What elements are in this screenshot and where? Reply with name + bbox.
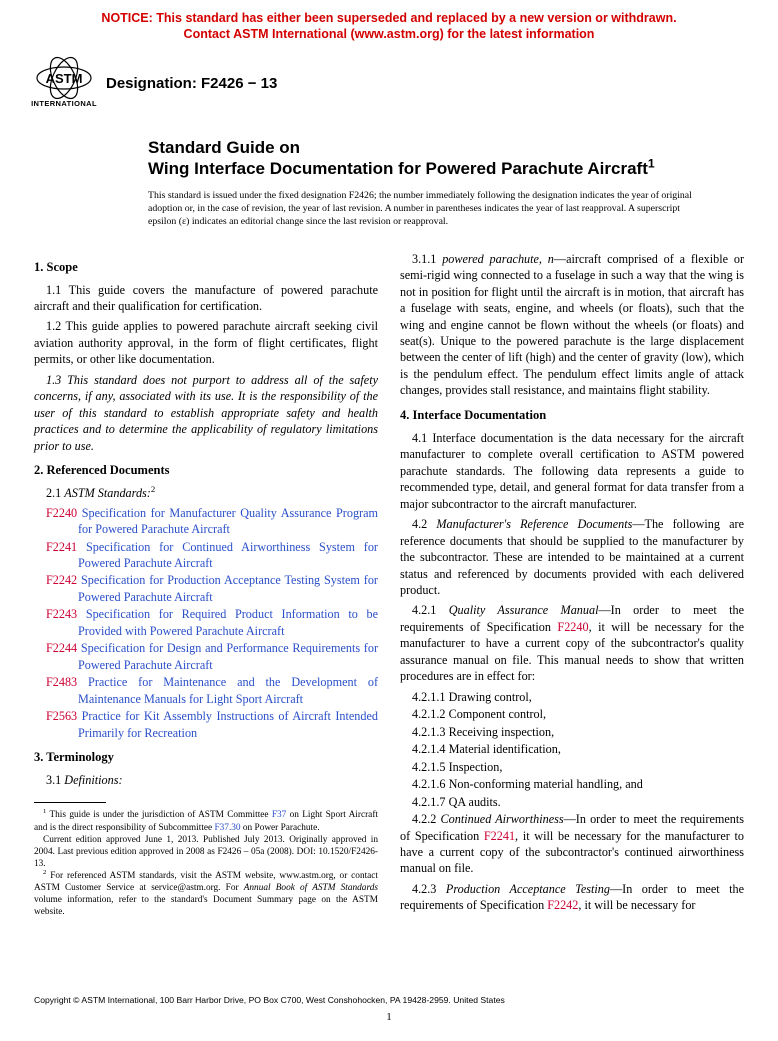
- list-item: 4.2.1.7 QA audits.: [412, 794, 744, 810]
- ref-code[interactable]: F2483: [46, 675, 77, 689]
- copyright: Copyright © ASTM International, 100 Barr…: [34, 995, 505, 1007]
- ref-entry: F2241 Specification for Continued Airwor…: [46, 539, 378, 572]
- list-item: 4.2.1.2 Component control,: [412, 706, 744, 722]
- ref-code[interactable]: F2241: [46, 540, 77, 554]
- ref-entry: F2563 Practice for Kit Assembly Instruct…: [46, 708, 378, 741]
- ref-code[interactable]: F2242: [46, 573, 77, 587]
- para-4-2-2: 4.2.2 Continued Airworthiness—In order t…: [400, 811, 744, 877]
- astm-logo: ASTM INTERNATIONAL: [32, 53, 96, 113]
- ref-code[interactable]: F2244: [46, 641, 77, 655]
- header-row: ASTM INTERNATIONAL Designation: F2426 − …: [0, 47, 778, 113]
- list-item: 4.2.1.5 Inspection,: [412, 759, 744, 775]
- ref-code[interactable]: F2243: [46, 607, 77, 621]
- ref-entry: F2242 Specification for Production Accep…: [46, 572, 378, 605]
- designation: Designation: F2426 − 13: [106, 70, 277, 94]
- list-item: 4.2.1.3 Receiving inspection,: [412, 724, 744, 740]
- para-3-1-1: 3.1.1 powered parachute, n—aircraft comp…: [400, 251, 744, 399]
- para-1-2: 1.2 This guide applies to powered parach…: [34, 318, 378, 367]
- para-4-2-1: 4.2.1 Quality Assurance Manual—In order …: [400, 602, 744, 684]
- right-column: 3.1.1 powered parachute, n—aircraft comp…: [400, 251, 744, 919]
- list-item: 4.2.1.1 Drawing control,: [412, 689, 744, 705]
- footnote-1b: Current edition approved June 1, 2013. P…: [34, 834, 378, 870]
- title-line2: Wing Interface Documentation for Powered…: [148, 158, 708, 179]
- sub-2-1: 2.1 ASTM Standards:2: [34, 485, 378, 501]
- sub-3-1: 3.1 Definitions:: [34, 772, 378, 788]
- footnote-2: 2 For referenced ASTM standards, visit t…: [34, 870, 378, 918]
- issuance-note: This standard is issued under the fixed …: [148, 189, 702, 229]
- title-block: Standard Guide on Wing Interface Documen…: [148, 137, 708, 180]
- para-4-2-3: 4.2.3 Production Acceptance Testing—In o…: [400, 881, 744, 914]
- body-columns: 1. Scope 1.1 This guide covers the manuf…: [0, 229, 778, 919]
- notice-line1: NOTICE: This standard has either been su…: [101, 11, 676, 25]
- title-line1: Standard Guide on: [148, 137, 708, 158]
- footnote-1: 1 This guide is under the jurisdiction o…: [34, 809, 378, 833]
- ref-entry: F2243 Specification for Required Product…: [46, 606, 378, 639]
- svg-text:ASTM: ASTM: [46, 71, 83, 86]
- notice-banner: NOTICE: This standard has either been su…: [0, 0, 778, 47]
- footnote-rule: [34, 802, 106, 803]
- ref-code[interactable]: F2240: [46, 506, 77, 520]
- list-item: 4.2.1.4 Material identification,: [412, 741, 744, 757]
- section-3-head: 3. Terminology: [34, 749, 378, 766]
- para-1-1: 1.1 This guide covers the manufacture of…: [34, 282, 378, 315]
- ref-code[interactable]: F2563: [46, 709, 77, 723]
- section-1-head: 1. Scope: [34, 259, 378, 276]
- logo-subtext: INTERNATIONAL: [31, 99, 97, 109]
- para-4-1: 4.1 Interface documentation is the data …: [400, 430, 744, 512]
- ref-entry: F2483 Practice for Maintenance and the D…: [46, 674, 378, 707]
- para-1-3: 1.3 This standard does not purport to ad…: [34, 372, 378, 454]
- page-number: 1: [0, 1010, 778, 1025]
- notice-line2: Contact ASTM International (www.astm.org…: [184, 27, 595, 41]
- ref-entry: F2244 Specification for Design and Perfo…: [46, 640, 378, 673]
- section-4-head: 4. Interface Documentation: [400, 407, 744, 424]
- list-item: 4.2.1.6 Non-conforming material handling…: [412, 776, 744, 792]
- ref-entry: F2240 Specification for Manufacturer Qua…: [46, 505, 378, 538]
- section-2-head: 2. Referenced Documents: [34, 462, 378, 479]
- para-4-2: 4.2 Manufacturer's Reference Documents—T…: [400, 516, 744, 598]
- left-column: 1. Scope 1.1 This guide covers the manuf…: [34, 251, 378, 919]
